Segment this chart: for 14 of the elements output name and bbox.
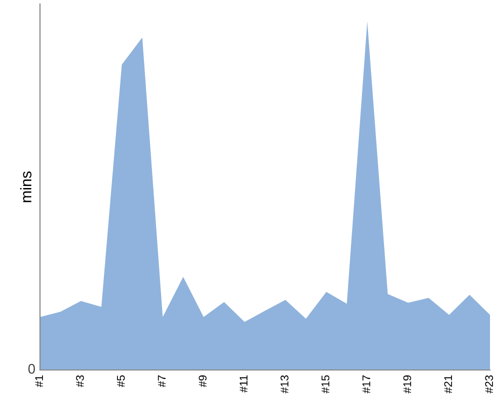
x-tick-label: #11 [240, 375, 248, 393]
x-tick-label: #1 [35, 375, 43, 388]
x-tick-label: #3 [76, 375, 84, 388]
x-tick-label: #13 [280, 375, 288, 394]
y-axis-title: mins [20, 171, 32, 202]
text: 0 [28, 364, 35, 374]
x-tick-label: #21 [444, 375, 452, 394]
x-tick-label: #19 [403, 375, 412, 394]
x-tick-label: #15 [322, 375, 330, 394]
x-tick-label: #17 [362, 375, 370, 394]
x-tick-label: #5 [117, 375, 125, 388]
x-tick-label: #7 [158, 375, 166, 388]
x-tick-label: #9 [198, 375, 207, 388]
x-tick-label: #23 [485, 375, 493, 394]
